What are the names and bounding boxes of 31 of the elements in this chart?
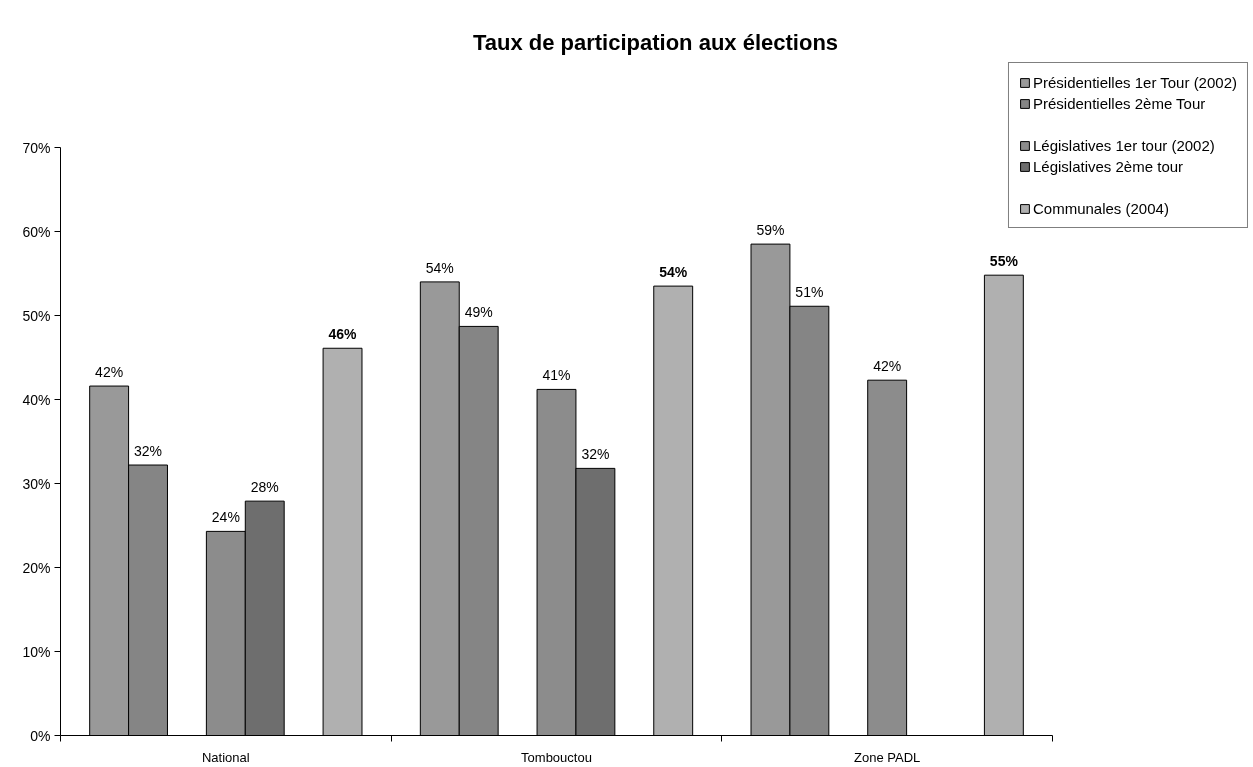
legend-label: Communales (2004) (1032, 199, 1169, 217)
data-label: 54% (659, 264, 688, 281)
data-label: 49% (464, 304, 493, 321)
data-label: 28% (250, 479, 279, 496)
y-tick-label: 60% (22, 223, 51, 240)
data-label: 55% (989, 253, 1019, 270)
y-tick-label: 50% (22, 307, 51, 324)
legend-label: Présidentielles 2ème Tour (1032, 94, 1206, 112)
data-label: 32% (134, 443, 163, 460)
data-label: 32% (581, 446, 610, 463)
y-tick-label: 0% (30, 727, 51, 744)
x-tick-label: Tombouctou (521, 749, 592, 765)
data-label: 42% (873, 358, 902, 375)
chart-title: Taux de participation aux élections (472, 29, 839, 55)
y-tick-label: 30% (22, 475, 51, 492)
data-label: 54% (425, 259, 454, 276)
data-label: 24% (211, 509, 240, 526)
x-tick-label: Zone PADL (854, 749, 921, 765)
legend-label: Législatives 2ème tour (1032, 157, 1184, 175)
legend-label: Présidentielles 1er Tour (2002) (1032, 73, 1237, 91)
y-tick-label: 10% (22, 643, 51, 660)
data-label: 42% (95, 364, 124, 381)
data-label: 46% (328, 326, 358, 343)
legend-label: Législatives 1er tour (2002) (1032, 136, 1215, 154)
data-label: 51% (795, 284, 824, 301)
y-tick-label: 20% (22, 559, 51, 576)
data-label: 59% (756, 222, 785, 239)
data-label: 41% (542, 367, 571, 384)
x-tick-label: National (201, 749, 250, 765)
y-tick-label: 40% (22, 391, 51, 408)
y-tick-label: 70% (22, 139, 51, 156)
